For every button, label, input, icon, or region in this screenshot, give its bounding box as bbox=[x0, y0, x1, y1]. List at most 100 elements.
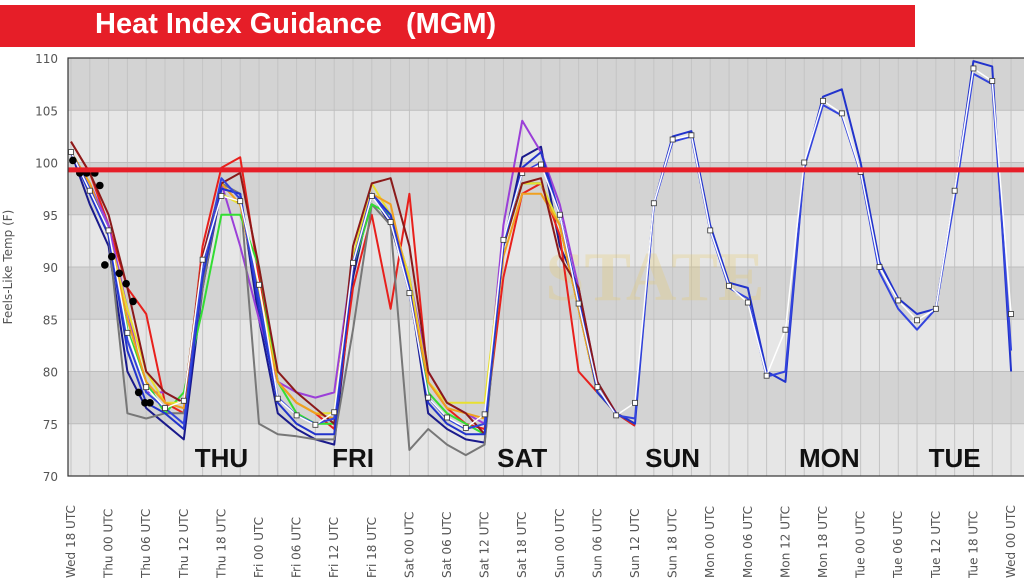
band bbox=[68, 423, 1024, 476]
title-banner: Heat Index Guidance (MGM) bbox=[0, 5, 915, 47]
y-tick-label: 90 bbox=[43, 261, 58, 275]
x-tick-label: Mon 06 UTC bbox=[741, 506, 755, 578]
y-tick-label: 95 bbox=[43, 209, 58, 223]
mean-marker bbox=[199, 256, 206, 263]
day-label: THU bbox=[195, 443, 248, 473]
x-tick-label: Fri 06 UTC bbox=[290, 517, 304, 578]
plot-frame bbox=[67, 57, 1024, 477]
mean-marker bbox=[105, 227, 112, 234]
mean-marker bbox=[237, 198, 244, 205]
observed-point bbox=[129, 297, 137, 306]
y-tick-label: 70 bbox=[43, 470, 58, 484]
mean-marker bbox=[256, 281, 262, 288]
mean-marker bbox=[368, 193, 375, 199]
mean-marker bbox=[594, 384, 601, 391]
x-tick-label: Thu 12 UTC bbox=[177, 509, 191, 579]
mean-marker bbox=[1008, 311, 1014, 317]
mean-marker bbox=[481, 411, 488, 418]
observed-point bbox=[115, 269, 124, 278]
x-tick-label: Sun 06 UTC bbox=[590, 508, 604, 578]
band bbox=[68, 214, 1024, 267]
x-tick-label: Fri 18 UTC bbox=[365, 517, 379, 578]
mean-marker bbox=[124, 329, 131, 336]
observed-point bbox=[134, 388, 143, 397]
mean-marker bbox=[688, 132, 695, 139]
mean-marker bbox=[425, 394, 432, 401]
x-tick-label: Mon 18 UTC bbox=[816, 506, 830, 578]
series-model-navy bbox=[70, 145, 636, 446]
mean-marker bbox=[293, 412, 300, 419]
series-lines bbox=[68, 60, 1014, 457]
observed-point bbox=[146, 399, 154, 407]
day-label: SUN bbox=[645, 443, 700, 473]
mean-marker bbox=[387, 219, 394, 225]
mean-marker bbox=[162, 405, 168, 411]
mean-marker bbox=[68, 149, 74, 155]
x-tick-label: Sat 12 UTC bbox=[478, 512, 492, 578]
mean-marker bbox=[274, 395, 281, 402]
series-model-darkred bbox=[70, 141, 636, 436]
chart-title: Heat Index Guidance (MGM) bbox=[95, 8, 497, 40]
mean-marker bbox=[951, 187, 958, 194]
mean-marker bbox=[782, 326, 789, 333]
x-tick-label: Tue 00 UTC bbox=[854, 511, 868, 579]
mean-marker bbox=[406, 290, 413, 297]
x-tick-label: Fri 00 UTC bbox=[252, 517, 266, 578]
x-tick-label: Sun 12 UTC bbox=[628, 508, 642, 578]
day-label: SAT bbox=[497, 443, 547, 473]
mean-marker bbox=[613, 412, 620, 419]
mean-marker bbox=[970, 65, 977, 72]
mean-marker bbox=[895, 297, 902, 304]
mean-marker bbox=[932, 305, 939, 312]
mean-marker bbox=[538, 161, 544, 168]
x-tick-label: Tue 12 UTC bbox=[929, 511, 943, 579]
mean-marker bbox=[876, 264, 883, 270]
day-label: MON bbox=[799, 443, 860, 473]
mean-marker bbox=[989, 78, 996, 84]
series-model-blue-a bbox=[70, 60, 1013, 436]
y-tick-label: 85 bbox=[43, 313, 58, 327]
x-axis: Wed 18 UTC Thu 00 UTC Thu 06 UTC Thu 12 UTC… bbox=[64, 505, 1018, 579]
x-tick-label: Fri 12 UTC bbox=[327, 517, 341, 578]
x-tick-label: Tue 06 UTC bbox=[891, 511, 905, 579]
mean-marker bbox=[180, 397, 187, 404]
mean-marker bbox=[312, 421, 319, 428]
mean-marker bbox=[218, 193, 225, 199]
y-tick-label: 100 bbox=[35, 157, 58, 171]
mean-marker bbox=[726, 282, 732, 289]
mean-marker bbox=[143, 384, 150, 391]
x-tick-label: Sun 00 UTC bbox=[553, 508, 567, 578]
observed-point bbox=[69, 156, 77, 165]
y-tick-label: 80 bbox=[43, 366, 58, 380]
y-tick-label: 105 bbox=[35, 104, 58, 118]
x-tick-label: Sat 18 UTC bbox=[515, 512, 529, 578]
x-tick-label: Thu 06 UTC bbox=[139, 509, 153, 579]
band bbox=[68, 58, 1024, 111]
band bbox=[68, 267, 1024, 320]
x-tick-label: Thu 00 UTC bbox=[102, 509, 116, 579]
y-axis-label: Feels-Like Temp (F) bbox=[1, 210, 15, 325]
mean-marker bbox=[744, 299, 751, 306]
y-tick-label: 75 bbox=[43, 418, 58, 432]
mean-marker bbox=[650, 200, 657, 207]
mean-marker bbox=[500, 236, 507, 243]
band bbox=[68, 371, 1024, 424]
x-tick-label: Sat 00 UTC bbox=[402, 512, 416, 578]
observed-points bbox=[69, 156, 154, 407]
mean-marker bbox=[914, 317, 920, 324]
day-label: TUE bbox=[929, 443, 981, 473]
x-tick-label: Wed 00 UTC bbox=[1004, 505, 1018, 578]
mean-marker bbox=[444, 414, 450, 421]
mean-marker bbox=[632, 399, 638, 406]
mean-marker bbox=[350, 259, 356, 266]
mean-marker bbox=[669, 136, 676, 143]
mean-marker bbox=[801, 159, 808, 166]
y-axis: 70 75 80 85 90 95 100 105 110 bbox=[35, 52, 58, 484]
mean-marker bbox=[331, 409, 338, 416]
band bbox=[68, 110, 1024, 163]
x-tick-label: Thu 18 UTC bbox=[214, 509, 228, 579]
x-tick-label: Sun 18 UTC bbox=[666, 508, 680, 578]
x-tick-label: Mon 00 UTC bbox=[703, 506, 717, 578]
x-tick-label: Mon 12 UTC bbox=[778, 506, 792, 578]
